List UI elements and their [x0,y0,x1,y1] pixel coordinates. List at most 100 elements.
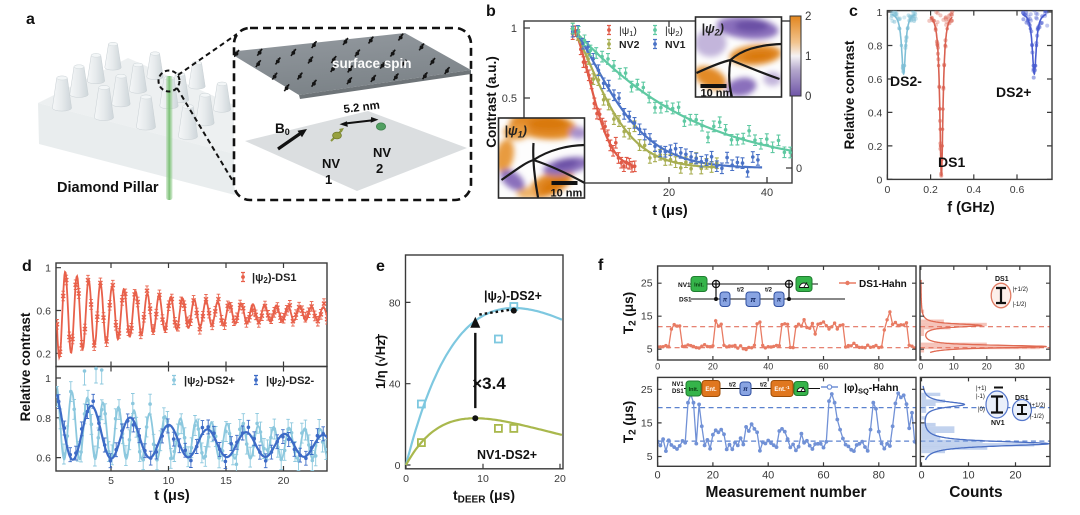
svg-text:0: 0 [877,174,883,186]
svg-text:t/2: t/2 [737,288,745,294]
svg-text:|0): |0) [978,407,985,413]
svg-text:surface spin: surface spin [332,56,412,71]
svg-text:tDEER (μs): tDEER (μs) [453,487,515,506]
svg-text:80: 80 [389,297,401,309]
svg-text:Counts: Counts [949,484,1002,501]
svg-text:f: f [598,257,604,274]
svg-text:|ψ2): |ψ2) [665,25,683,38]
svg-text:|+1): |+1) [976,386,986,392]
svg-text:Init.: Init. [694,283,704,289]
svg-text:b: b [486,3,496,20]
svg-text:DS1: DS1 [672,389,684,395]
svg-text:DS2+: DS2+ [996,84,1031,100]
svg-text:20: 20 [554,473,566,485]
svg-text:f (GHz): f (GHz) [947,200,995,216]
svg-text:NV: NV [322,156,340,171]
svg-text:1: 1 [805,51,811,63]
svg-text:0.2: 0.2 [36,348,51,360]
svg-text:NV: NV [373,145,391,160]
svg-text:π: π [743,386,748,393]
svg-text:25: 25 [641,278,653,290]
svg-text:2: 2 [376,161,383,176]
svg-text:Diamond Pillar: Diamond Pillar [57,180,159,196]
svg-text:×3.4: ×3.4 [472,374,506,393]
svg-text:t/2: t/2 [729,383,737,389]
svg-text:60: 60 [817,470,829,482]
svg-text:10: 10 [163,475,175,487]
svg-text:π: π [750,295,756,304]
svg-text:0: 0 [403,473,409,485]
svg-text:20: 20 [707,470,719,482]
svg-text:NV1: NV1 [665,39,686,51]
svg-text:0.8: 0.8 [868,41,883,53]
svg-text:10: 10 [949,362,959,372]
svg-text:NV1-DS2+: NV1-DS2+ [477,448,537,462]
svg-text:1: 1 [877,7,883,19]
svg-text:40: 40 [762,470,774,482]
svg-text:1: 1 [511,23,517,35]
svg-text:0.6: 0.6 [36,306,51,318]
svg-text:DS2-: DS2- [890,73,922,89]
svg-text:0.5: 0.5 [502,93,517,105]
svg-text:Init.: Init. [689,387,699,393]
svg-text:0.6: 0.6 [868,74,883,86]
svg-text:Relative contrast: Relative contrast [842,40,857,149]
svg-text:|ψ1): |ψ1) [505,124,527,140]
svg-text:|ψ2)-DS2+: |ψ2)-DS2+ [184,375,235,388]
svg-text:20: 20 [982,362,992,372]
svg-text:Relative contrast: Relative contrast [18,312,33,421]
svg-text:0: 0 [655,362,660,372]
svg-text:0.4: 0.4 [868,107,883,119]
svg-text:NV1: NV1 [991,420,1005,427]
svg-text:0.6: 0.6 [1010,184,1025,196]
svg-text:|-1/2): |-1/2) [1013,302,1027,308]
svg-text:Ent.: Ent. [705,387,717,393]
svg-text:20: 20 [663,187,675,199]
svg-text:5: 5 [647,344,653,356]
svg-text:t (μs): t (μs) [652,203,688,219]
svg-text:a: a [26,11,35,28]
svg-text:15: 15 [641,311,653,323]
svg-text:|ψ1): |ψ1) [619,25,637,38]
svg-text:t (μs): t (μs) [154,488,190,504]
svg-text:10: 10 [962,470,974,482]
svg-text:NV1: NV1 [672,382,684,388]
svg-text:1: 1 [45,263,51,275]
svg-text:0: 0 [884,184,890,196]
svg-text:20: 20 [278,475,290,487]
svg-text:DS1: DS1 [995,276,1009,283]
svg-text:40: 40 [763,362,773,372]
svg-text:|-1/2): |-1/2) [1030,414,1044,420]
svg-text:5: 5 [647,451,653,463]
svg-text:20: 20 [1009,470,1021,482]
svg-text:10 nm: 10 nm [701,88,733,100]
svg-text:NV1: NV1 [678,282,691,289]
svg-text:c: c [849,3,858,20]
svg-text:π: π [777,297,782,303]
svg-text:0.2: 0.2 [868,141,883,153]
svg-text:Measurement number: Measurement number [705,484,866,501]
svg-text:1: 1 [325,172,332,187]
svg-text:40: 40 [761,187,773,199]
svg-text:0.6: 0.6 [36,453,51,465]
svg-text:0: 0 [796,163,802,175]
svg-text:30: 30 [1015,362,1025,372]
svg-text:0: 0 [395,460,401,472]
svg-text:60: 60 [818,362,828,372]
svg-text:π: π [723,297,728,303]
svg-text:|+1/2): |+1/2) [1013,287,1028,293]
svg-text:0: 0 [918,362,923,372]
svg-text:DS1: DS1 [1015,395,1029,402]
svg-text:Ent.-1: Ent.-1 [774,385,790,393]
svg-text:2: 2 [805,11,811,23]
svg-text:NV2: NV2 [619,39,640,51]
svg-text:1/η (√Hz): 1/η (√Hz) [373,335,388,389]
svg-text:10 nm: 10 nm [551,188,583,200]
svg-text:15: 15 [641,417,653,429]
svg-text:T2 (μs): T2 (μs) [621,401,639,443]
svg-text:DS1: DS1 [679,297,692,304]
svg-text:80: 80 [873,470,885,482]
svg-text:Contrast (a.u.): Contrast (a.u.) [484,56,499,148]
svg-text:15: 15 [220,475,232,487]
svg-text:5.2 nm: 5.2 nm [343,100,381,116]
